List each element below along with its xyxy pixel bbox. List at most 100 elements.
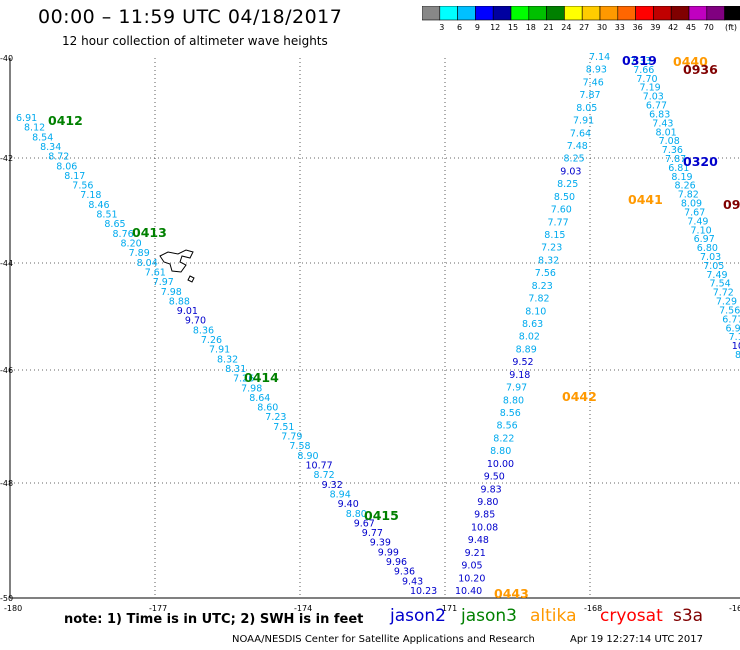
swh-value: 7.77 (548, 217, 569, 228)
color-scale-label: 18 (525, 23, 536, 32)
swh-value: 10.1 (732, 341, 740, 352)
swh-value: 7.03 (700, 252, 721, 263)
longitude-label: -180 (4, 604, 22, 613)
color-scale-label: 6 (457, 23, 463, 32)
swh-value: 10.40 (455, 586, 482, 597)
swh-value: 7.97 (153, 277, 174, 288)
time-label: 0441 (628, 192, 663, 207)
color-scale-label: 42 (668, 23, 679, 32)
swh-value: 8.05 (576, 103, 597, 114)
swh-value: 9.05 (461, 561, 482, 572)
swh-value: 8.93 (586, 65, 607, 76)
swh-value: 7.72 (713, 288, 734, 299)
legend-s3a: s3a (673, 606, 704, 626)
color-scale-label: 36 (632, 23, 643, 32)
time-label: 0320 (683, 154, 718, 169)
color-swatch (635, 6, 654, 21)
swh-value: 8.51 (96, 210, 117, 221)
swh-value: 7.87 (579, 90, 600, 101)
color-swatch (457, 6, 476, 21)
swh-value: 9.67 (354, 518, 375, 529)
color-swatch (724, 6, 740, 21)
swh-value: 8.54 (32, 132, 53, 143)
swh-value: 6.77 (646, 101, 667, 112)
swh-value: 7.61 (145, 267, 166, 278)
swh-value: 7.97 (506, 383, 527, 394)
latitude-label: -42 (0, 154, 13, 163)
swh-value: 7.18 (80, 190, 101, 201)
color-swatch (599, 6, 619, 21)
color-scale-unit: (ft) (724, 23, 738, 32)
swh-value: 9.70 (185, 316, 206, 327)
swh-value: 7.10 (691, 225, 712, 236)
time-label: 0413 (132, 225, 167, 240)
color-swatch (617, 6, 636, 21)
swh-value: 9.43 (402, 576, 423, 587)
swh-value: 7.66 (633, 65, 654, 76)
swh-value: 7.26 (233, 374, 254, 385)
swh-value: 7.82 (678, 190, 699, 201)
color-swatch (422, 6, 441, 21)
color-scale-label: 15 (507, 23, 519, 32)
swh-value: 9.48 (468, 535, 489, 546)
swh-value: 9.96 (386, 557, 407, 568)
swh-value: 8.02 (519, 332, 540, 343)
time-label: 09 (723, 197, 740, 212)
latitude-label: -48 (0, 479, 13, 488)
swh-value: 7.98 (161, 287, 182, 298)
color-swatch (564, 6, 583, 21)
swh-value: 8.50 (554, 192, 575, 203)
longitude-label: -171 (439, 604, 457, 613)
longitude-label: -177 (149, 604, 167, 613)
color-scale-label: 33 (614, 23, 625, 32)
color-scale-label: 24 (561, 23, 572, 32)
swh-value: 7.29 (716, 297, 737, 308)
swh-value: 8.06 (56, 161, 77, 172)
swh-value: 7.05 (703, 261, 724, 272)
swh-value: 7.64 (570, 128, 591, 139)
swh-value: 8.72 (48, 152, 69, 163)
color-swatch (581, 6, 601, 21)
swh-value: 7.36 (662, 145, 683, 156)
swh-value: 6.80 (697, 243, 718, 254)
swh-value: 10.08 (471, 522, 498, 533)
time-label: 0443 (494, 586, 529, 601)
swh-value: 8. (735, 350, 740, 361)
swh-value: 8.09 (681, 199, 702, 210)
swh-value: 9.52 (512, 357, 533, 368)
swh-value: 8.88 (169, 296, 190, 307)
swh-value: 9.01 (177, 306, 198, 317)
swh-value: 8.15 (544, 230, 565, 241)
note-text: note: 1) Time is in UTC; 2) SWH is in fe… (64, 612, 364, 627)
swh-value: 7.67 (684, 208, 705, 219)
color-swatch (439, 6, 458, 21)
swh-value: 8.12 (24, 123, 45, 134)
legend-jason3: jason3 (461, 606, 517, 626)
swh-value: 8.72 (314, 470, 335, 481)
swh-value: 6.81 (668, 163, 689, 174)
swh-value: 7.23 (541, 243, 562, 254)
swh-value: 9.80 (477, 497, 498, 508)
legend-cryosat: cryosat (600, 606, 663, 626)
swh-value: 10.23 (410, 586, 437, 597)
latitude-label: -44 (0, 259, 13, 268)
swh-value: 7.54 (710, 279, 731, 290)
swh-value: 9.99 (378, 547, 399, 558)
swh-value: 8.89 (516, 344, 537, 355)
page-title: 00:00 – 11:59 UTC 04/18/2017 (38, 6, 343, 28)
swh-value: 9.83 (481, 484, 502, 495)
color-scale-label: 30 (596, 23, 608, 32)
time-label: 0440 (673, 54, 708, 69)
swh-value: 6.83 (649, 110, 670, 121)
color-swatch (688, 6, 708, 21)
color-scale-bar (422, 6, 740, 21)
swh-value: 7.51 (273, 422, 294, 433)
swh-value: 8.56 (497, 421, 518, 432)
color-scale-label: 45 (685, 23, 697, 32)
swh-value: 8.01 (656, 127, 677, 138)
swh-value: 8.25 (557, 179, 578, 190)
swh-value: 10.00 (487, 459, 514, 470)
swh-value: 8.17 (64, 171, 85, 182)
swh-value: 7.23 (265, 412, 286, 423)
